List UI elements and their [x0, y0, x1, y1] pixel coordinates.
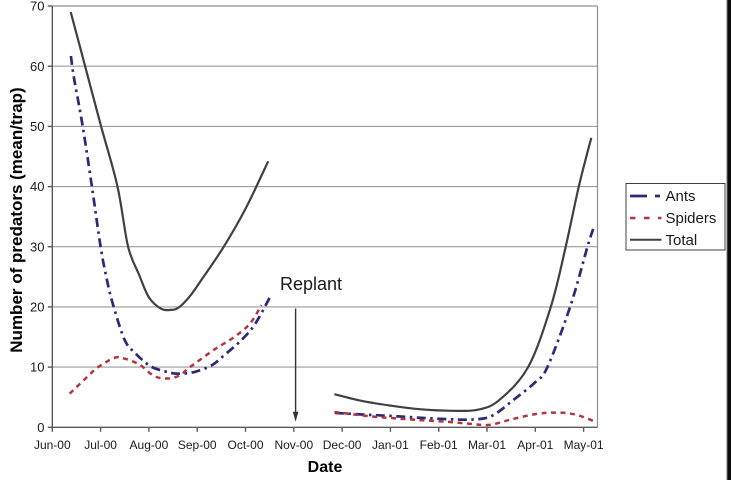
svg-text:30: 30 [30, 239, 44, 254]
svg-text:Feb-01: Feb-01 [420, 438, 458, 452]
svg-text:40: 40 [30, 179, 44, 194]
svg-text:Number of predators (mean/trap: Number of predators (mean/trap) [7, 87, 26, 352]
svg-text:Jul-00: Jul-00 [84, 438, 117, 452]
svg-text:0: 0 [37, 420, 44, 435]
svg-text:Oct-00: Oct-00 [227, 438, 263, 452]
svg-text:20: 20 [30, 300, 44, 315]
svg-text:50: 50 [30, 119, 44, 134]
svg-text:Sep-00: Sep-00 [178, 438, 217, 452]
svg-text:Apr-01: Apr-01 [517, 438, 553, 452]
svg-text:70: 70 [30, 0, 44, 14]
svg-text:Spiders: Spiders [666, 210, 717, 227]
svg-text:Jan-01: Jan-01 [372, 438, 409, 452]
svg-text:Total: Total [666, 232, 698, 249]
svg-text:Mar-01: Mar-01 [468, 438, 506, 452]
svg-text:Replant: Replant [280, 274, 342, 294]
svg-text:Ants: Ants [666, 188, 696, 205]
svg-text:60: 60 [30, 59, 44, 74]
svg-text:Nov-00: Nov-00 [274, 438, 313, 452]
svg-text:May-01: May-01 [564, 438, 604, 452]
svg-text:Aug-00: Aug-00 [130, 438, 169, 452]
svg-text:Jun-00: Jun-00 [34, 438, 71, 452]
svg-text:Date: Date [308, 459, 343, 476]
svg-text:10: 10 [30, 360, 44, 375]
svg-text:Dec-00: Dec-00 [323, 438, 362, 452]
